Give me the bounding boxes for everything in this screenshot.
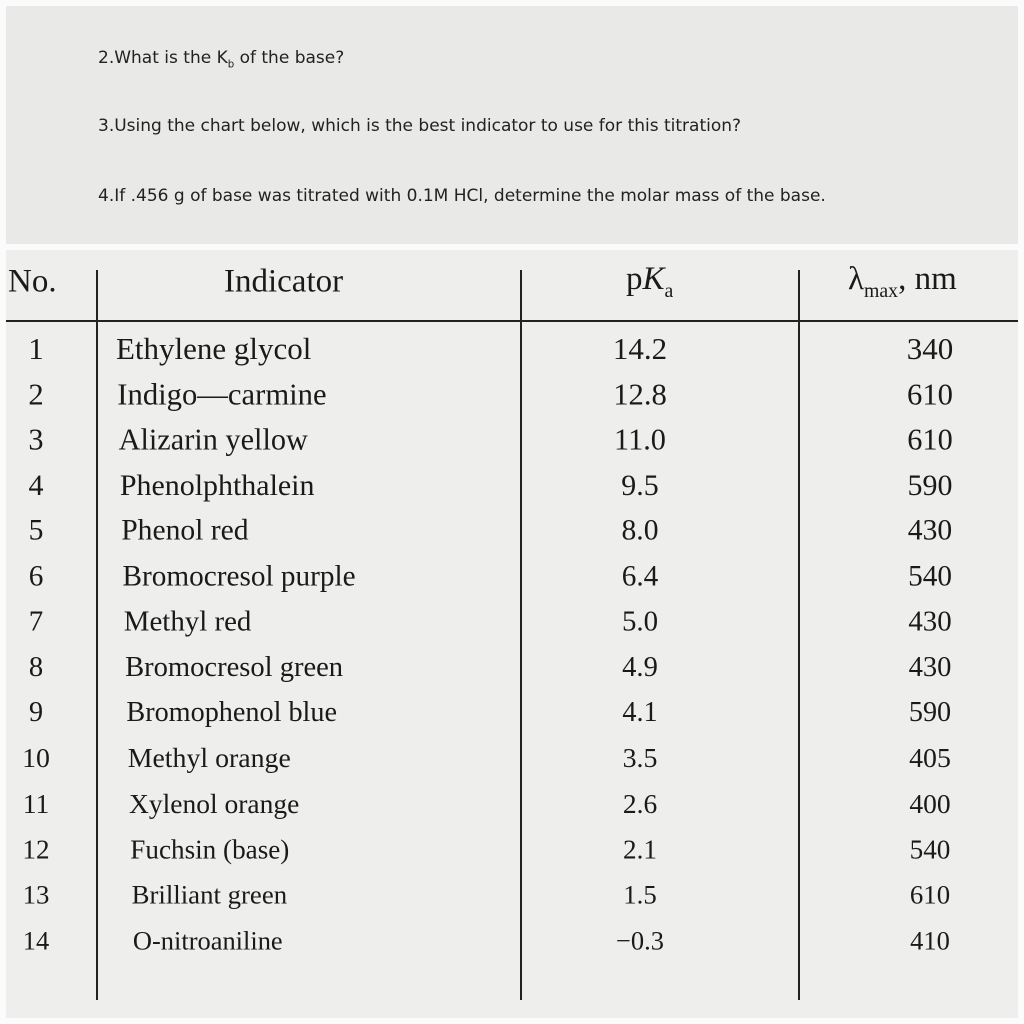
indicator-name: Indigo—carmine — [117, 377, 327, 411]
question-text: of the base? — [234, 48, 345, 68]
pka-value: 4.9 — [622, 651, 658, 683]
question: 2.What is the Kb of the base? — [98, 48, 344, 70]
pka-value: 5.0 — [621, 605, 659, 638]
lambda-value: 540 — [909, 834, 951, 864]
pka-value: 8.0 — [621, 514, 659, 547]
lambda-value: 340 — [906, 331, 954, 366]
header: No. — [8, 263, 57, 300]
row-number: 1 — [28, 331, 44, 366]
lambda-value: 610 — [907, 377, 953, 411]
indicator-name: Brilliant green — [131, 879, 288, 910]
indicator-name: Fuchsin (base) — [130, 834, 290, 864]
header: λmax, nm — [848, 261, 957, 303]
indicator-name: O-nitroaniline — [132, 925, 283, 955]
indicator-name: Bromophenol blue — [126, 697, 337, 728]
row-number: 9 — [28, 697, 44, 728]
header-text: K — [642, 261, 665, 298]
question-panel: 2.What is the Kb of the base? 3.Using th… — [6, 6, 1018, 244]
lambda-value: 400 — [909, 788, 951, 819]
pka-value: 14.2 — [612, 331, 668, 366]
question: 3.Using the chart below, which is the be… — [98, 116, 742, 136]
column-line — [798, 270, 800, 1000]
subscript: a — [664, 279, 674, 302]
header: Indicator — [224, 263, 344, 300]
column-line — [96, 270, 98, 1000]
lambda-value: 430 — [907, 514, 953, 547]
header-text: λ — [848, 261, 865, 298]
lambda-value: 610 — [907, 422, 953, 457]
pka-value: 3.5 — [622, 742, 658, 774]
indicator-name: Xylenol orange — [129, 788, 300, 819]
lambda-value: 430 — [908, 651, 952, 683]
row-number: 5 — [28, 514, 44, 547]
row-number: 10 — [22, 742, 50, 774]
row-number: 8 — [28, 651, 44, 683]
pka-value: 11.0 — [614, 422, 666, 457]
pka-value: −0.3 — [616, 925, 664, 955]
indicator-table: No. Indicator pKa λmax, nm 1 Ethylene gly… — [6, 250, 1018, 1018]
subscript: b — [227, 59, 235, 71]
header-text: , nm — [898, 261, 957, 298]
indicator-name: Ethylene glycol — [116, 331, 312, 366]
indicator-name: Bromocresol green — [125, 651, 344, 683]
row-number: 6 — [28, 560, 44, 592]
lambda-value: 540 — [908, 560, 952, 592]
row-number: 2 — [28, 377, 44, 411]
header: pKa — [626, 261, 673, 303]
column-line — [520, 270, 522, 1000]
question-text: 2.What is the K — [98, 48, 228, 68]
row-number: 14 — [22, 925, 50, 955]
row-number: 12 — [22, 834, 50, 864]
pka-value: 6.4 — [621, 560, 659, 592]
row-number: 4 — [28, 468, 44, 502]
lambda-value: 610 — [909, 879, 951, 910]
question: 4.If .456 g of base was titrated with 0.… — [98, 186, 826, 206]
subscript: max — [864, 279, 899, 302]
lambda-value: 590 — [907, 468, 953, 502]
header-line — [6, 320, 1018, 322]
lambda-value: 410 — [910, 925, 950, 955]
pka-value: 9.5 — [621, 468, 659, 502]
pka-value: 2.6 — [622, 788, 658, 819]
indicator-name: Alizarin yellow — [118, 422, 308, 457]
lambda-value: 430 — [908, 605, 952, 638]
row-number: 3 — [28, 422, 44, 457]
lambda-value: 590 — [908, 697, 952, 728]
indicator-name: Phenol red — [121, 514, 249, 547]
indicator-name: Methyl red — [123, 605, 252, 638]
row-number: 11 — [22, 788, 50, 819]
indicator-name: Phenolphthalein — [119, 468, 315, 502]
row-number: 13 — [22, 879, 50, 910]
pka-value: 4.1 — [622, 697, 658, 728]
header-text: p — [626, 261, 643, 298]
lambda-value: 405 — [909, 742, 951, 774]
indicator-name: Bromocresol purple — [122, 560, 356, 592]
pka-value: 12.8 — [613, 377, 667, 411]
pka-value: 1.5 — [623, 879, 657, 910]
indicator-name: Methyl orange — [127, 742, 291, 774]
pka-value: 2.1 — [623, 834, 657, 864]
row-number: 7 — [28, 605, 44, 638]
